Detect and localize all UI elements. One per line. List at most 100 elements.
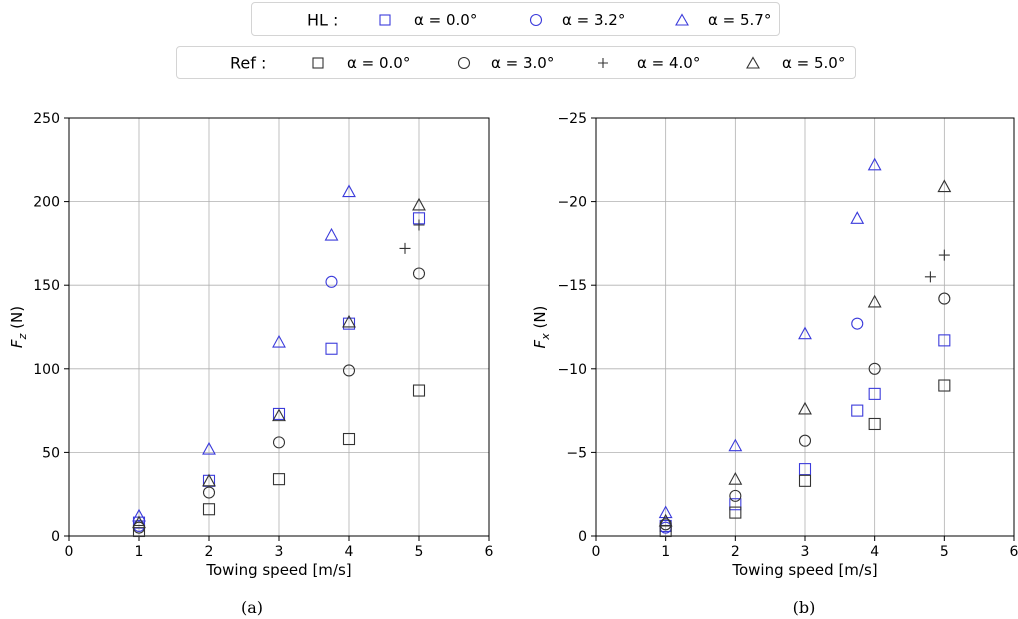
legend-hl-label-1: α = 3.2° bbox=[562, 11, 626, 29]
chart-b-point-ref-triangle-3 bbox=[867, 294, 882, 308]
chart-a-ytick-label-5: 250 bbox=[33, 111, 60, 127]
chart-b-xlabel: Towing speed [m/s] bbox=[731, 561, 877, 579]
chart-a-point-ref-square-1 bbox=[202, 503, 216, 516]
legend-ref-label-3: α = 5.0° bbox=[782, 54, 846, 72]
chart-b-frame bbox=[595, 117, 1015, 537]
chart-a-point-ref-square-3 bbox=[342, 432, 356, 446]
caption-a: (a) bbox=[240, 598, 264, 617]
legend-hl: HL : α = 0.0° α = 3.2° α = 5.7° bbox=[251, 2, 780, 36]
chart-b-ytick-label-3: −15 bbox=[557, 278, 587, 294]
chart-a-point-ref-square-4 bbox=[412, 384, 426, 397]
chart-a-xtick-label-4: 4 bbox=[345, 544, 354, 560]
chart-a-xtick-label-6: 6 bbox=[485, 544, 494, 560]
chart-a-point-ref-plus-1 bbox=[413, 219, 425, 231]
chart-b-xtick-label-0: 0 bbox=[592, 544, 601, 560]
legend-hl-label-0: α = 0.0° bbox=[414, 11, 478, 29]
chart-a-ytick-label-0: 0 bbox=[51, 529, 60, 545]
chart-a-point-hl-triangle-0 bbox=[132, 508, 146, 522]
legend-ref-markers bbox=[312, 56, 760, 70]
chart-a-point-hl-square-4 bbox=[342, 317, 356, 330]
chart-b-point-hl-circle-1 bbox=[851, 317, 864, 330]
chart-a-ylabel: Fz (N) bbox=[8, 306, 29, 348]
chart-a-xtick-label-3: 3 bbox=[275, 544, 284, 560]
legend-ref-circle-marker bbox=[457, 56, 471, 70]
chart-a-point-hl-triangle-3 bbox=[324, 227, 339, 241]
chart-b-xtick-label-2: 2 bbox=[731, 544, 740, 560]
chart-a-xtick-label-5: 5 bbox=[415, 544, 424, 560]
chart-b-point-hl-triangle-3 bbox=[850, 211, 865, 224]
chart-a-frame bbox=[68, 117, 490, 537]
chart-a-ytick-label-3: 150 bbox=[33, 278, 60, 294]
chart-a-point-ref-triangle-2 bbox=[272, 408, 286, 422]
chart-a-point-ref-plus-0 bbox=[399, 242, 411, 254]
chart-b-point-ref-triangle-2 bbox=[798, 401, 812, 415]
chart-b-point-ref-circle-3 bbox=[868, 362, 881, 375]
chart-b-xtick-label-5: 5 bbox=[940, 544, 949, 560]
chart-a-xtick-label-2: 2 bbox=[205, 544, 214, 560]
chart-a-point-hl-square-3 bbox=[325, 342, 338, 355]
chart-b-point-ref-circle-1 bbox=[729, 489, 742, 502]
chart-b-point-hl-square-2 bbox=[798, 463, 812, 476]
chart-b-point-hl-triangle-4 bbox=[867, 157, 882, 171]
legend-ref-triangle-marker bbox=[746, 56, 760, 69]
chart-a-point-ref-triangle-0 bbox=[132, 515, 146, 529]
legend-hl-triangle-marker bbox=[675, 13, 689, 26]
chart-a-point-hl-triangle-4 bbox=[342, 184, 356, 198]
chart-b-point-ref-plus-0 bbox=[924, 271, 936, 283]
chart-b-point-ref-square-4 bbox=[938, 379, 951, 392]
legend-hl-circle-marker bbox=[529, 13, 543, 27]
legend-ref-label-2: α = 4.0° bbox=[637, 54, 701, 72]
chart-a-ytick-label-2: 100 bbox=[33, 362, 60, 378]
chart-a-xtick-label-0: 0 bbox=[65, 544, 74, 560]
chart-b-point-hl-square-5 bbox=[938, 334, 951, 347]
caption-b: (b) bbox=[792, 598, 816, 617]
legend-ref-label-0: α = 0.0° bbox=[347, 54, 411, 72]
chart-b-point-hl-square-3 bbox=[851, 404, 864, 417]
chart-b-ytick-label-4: −20 bbox=[557, 195, 587, 211]
legend-ref-square-marker bbox=[312, 57, 324, 69]
legend-hl-markers bbox=[379, 13, 689, 27]
chart-a-point-ref-triangle-1 bbox=[202, 473, 216, 487]
legend-hl-square-marker bbox=[379, 14, 391, 26]
chart-b-point-ref-square-3 bbox=[868, 417, 881, 431]
chart-a-ytick-label-4: 200 bbox=[33, 195, 60, 211]
chart-b-point-hl-triangle-0 bbox=[658, 505, 673, 519]
chart-b-point-ref-square-1 bbox=[729, 506, 742, 519]
chart-b-xtick-label-1: 1 bbox=[661, 544, 670, 560]
chart-a-point-ref-triangle-3 bbox=[342, 314, 356, 328]
legend-hl-group-label: HL : bbox=[307, 10, 339, 30]
legend-hl-label-2: α = 5.7° bbox=[708, 11, 772, 29]
chart-b-ytick-label-1: −5 bbox=[566, 445, 587, 461]
chart-a-point-ref-square-2 bbox=[272, 473, 286, 486]
chart-b-point-hl-square-1 bbox=[729, 498, 742, 511]
chart-b-ytick-label-2: −10 bbox=[557, 362, 587, 378]
chart-b-point-ref-triangle-0 bbox=[658, 513, 673, 527]
chart-b-xtick-label-4: 4 bbox=[870, 544, 879, 560]
chart-b-ytick-label-5: −25 bbox=[557, 111, 587, 127]
chart-b-point-ref-circle-4 bbox=[938, 292, 951, 305]
chart-b-xtick-label-3: 3 bbox=[801, 544, 810, 560]
chart-a-point-hl-triangle-1 bbox=[202, 441, 216, 455]
chart-a-point-ref-square-0 bbox=[132, 524, 146, 538]
chart-b-point-ref-triangle-4 bbox=[937, 179, 952, 193]
chart-b-ytick-label-0: 0 bbox=[578, 529, 587, 545]
chart-b-xtick-label-6: 6 bbox=[1010, 544, 1018, 560]
chart-a-point-hl-triangle-2 bbox=[272, 334, 286, 348]
chart-b-point-hl-triangle-1 bbox=[728, 438, 743, 452]
chart-a-point-ref-circle-4 bbox=[412, 267, 426, 280]
chart-a-point-hl-circle-1 bbox=[325, 275, 338, 288]
chart-b-ylabel: Fx (N) bbox=[531, 306, 552, 349]
chart-b-point-ref-square-2 bbox=[798, 474, 812, 487]
chart-b-point-ref-triangle-1 bbox=[728, 472, 743, 485]
chart-b-point-ref-circle-2 bbox=[798, 434, 812, 447]
chart-a-xlabel: Towing speed [m/s] bbox=[205, 561, 351, 579]
legend-ref: Ref : α = 0.0° α = 3.0° α = 4.0° α = 5.0… bbox=[176, 46, 856, 79]
chart-a-ytick-label-1: 50 bbox=[42, 445, 60, 461]
chart-a-xtick-label-1: 1 bbox=[135, 544, 144, 560]
chart-a-point-ref-circle-2 bbox=[272, 436, 286, 449]
chart-b-point-hl-square-4 bbox=[868, 387, 881, 400]
chart-a-point-ref-circle-3 bbox=[342, 364, 356, 377]
legend-ref-label-1: α = 3.0° bbox=[491, 54, 555, 72]
legend-ref-group-label: Ref : bbox=[230, 53, 267, 73]
chart-b-point-ref-plus-1 bbox=[938, 249, 950, 261]
